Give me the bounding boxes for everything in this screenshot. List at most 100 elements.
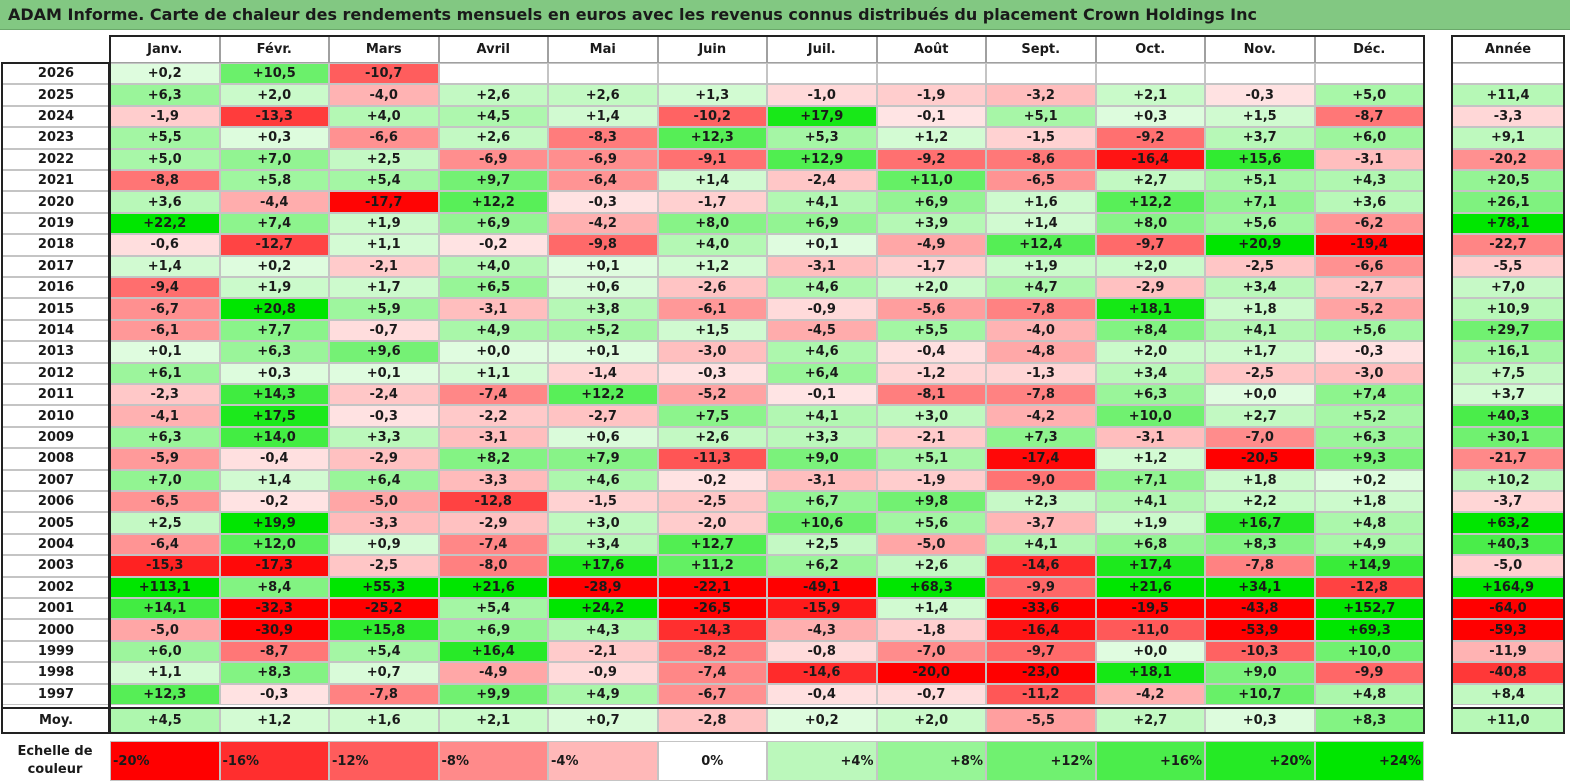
heatmap-cell: -10,3 <box>1205 640 1315 663</box>
heatmap-cell: +3,6 <box>1314 191 1424 213</box>
heatmap-cell: +9,0 <box>767 448 877 470</box>
year-label: 2010 <box>2 405 110 427</box>
heatmap-cell <box>876 63 986 85</box>
annual-total-cell: +8,4 <box>1452 683 1564 705</box>
heatmap-cell: -7,8 <box>329 683 439 705</box>
year-label: 2008 <box>2 448 110 470</box>
heatmap-cell: +17,4 <box>1095 555 1205 577</box>
color-scale-step: +20% <box>1205 741 1315 781</box>
heatmap-cell: +1,7 <box>1205 341 1315 363</box>
year-label: 2022 <box>2 148 110 170</box>
heatmap-cell: +1,1 <box>438 362 548 384</box>
heatmap-cell: +0,7 <box>548 707 658 733</box>
heatmap-cell: -30,9 <box>219 619 329 641</box>
heatmap-cell: +1,9 <box>986 255 1096 277</box>
heatmap-cell: +1,8 <box>1205 298 1315 320</box>
heatmap-cell: +7,0 <box>110 469 220 491</box>
year-label: 2002 <box>2 576 110 598</box>
heatmap-cell: +1,2 <box>657 255 767 277</box>
month-header: Oct. <box>1095 36 1205 63</box>
heatmap-cell: +5,8 <box>219 170 329 192</box>
heatmap-cell: +5,5 <box>876 319 986 342</box>
heatmap-cell: -6,4 <box>548 170 658 192</box>
heatmap-cell: -0,8 <box>767 640 877 663</box>
heatmap-cell: -0,2 <box>657 469 767 491</box>
annual-total-cell: +63,2 <box>1452 512 1564 534</box>
heatmap-cell: +0,2 <box>219 255 329 277</box>
heatmap-cell: -0,2 <box>219 491 329 513</box>
heatmap-cell: +5,4 <box>438 598 548 620</box>
heatmap-cell: -8,8 <box>110 170 220 192</box>
heatmap-cell: -5,5 <box>986 707 1096 733</box>
heatmap-cell: -0,4 <box>876 341 986 363</box>
heatmap-cell: -19,5 <box>1095 598 1205 620</box>
heatmap-cell: +6,0 <box>1314 127 1424 149</box>
heatmap-cell: -1,9 <box>876 84 986 106</box>
heatmap-cell: +0,3 <box>219 127 329 149</box>
heatmap-cell: -12,8 <box>438 491 548 513</box>
heatmap-cell: -1,0 <box>767 84 877 106</box>
year-label: 2018 <box>2 234 110 256</box>
heatmap-cell: +7,7 <box>219 319 329 342</box>
heatmap-cell: +0,9 <box>329 533 439 556</box>
heatmap-cell: +2,1 <box>1095 84 1205 106</box>
heatmap-cell: +0,6 <box>548 277 658 299</box>
month-header: Sept. <box>986 36 1096 63</box>
heatmap-cell: +6,9 <box>767 212 877 235</box>
heatmap-cell: -5,0 <box>329 491 439 513</box>
annual-total-cell: -22,7 <box>1452 234 1564 256</box>
heatmap-cell: -3,3 <box>329 512 439 534</box>
heatmap-cell: +7,1 <box>1095 469 1205 491</box>
heatmap-cell: -7,8 <box>986 298 1096 320</box>
heatmap-cell: -9,8 <box>548 234 658 256</box>
heatmap-cell: -1,7 <box>876 255 986 277</box>
heatmap-cell: -0,1 <box>767 384 877 406</box>
color-scale-step: -16% <box>219 741 329 781</box>
heatmap-cell: -4,2 <box>986 405 1096 427</box>
heatmap-cell <box>438 63 548 85</box>
heatmap-cell <box>1314 63 1424 85</box>
heatmap-cell: -2,0 <box>657 512 767 534</box>
heatmap-cell: +10,5 <box>219 63 329 85</box>
heatmap-cell: +4,3 <box>1314 170 1424 192</box>
heatmap-cell: +5,1 <box>1205 170 1315 192</box>
heatmap-cell: -7,8 <box>1205 555 1315 577</box>
heatmap-cell: -4,3 <box>767 619 877 641</box>
heatmap-cell: -5,6 <box>876 298 986 320</box>
heatmap-cell: +6,4 <box>329 469 439 491</box>
heatmap-cell: -1,8 <box>876 619 986 641</box>
heatmap-cell: +17,5 <box>219 405 329 427</box>
heatmap-cell: +4,7 <box>986 277 1096 299</box>
year-label: 2006 <box>2 491 110 513</box>
heatmap-cell: +14,0 <box>219 426 329 449</box>
heatmap-cell: -11,0 <box>1095 619 1205 641</box>
heatmap-cell: -33,6 <box>986 598 1096 620</box>
heatmap-cell: +5,0 <box>1314 84 1424 106</box>
year-label: 2016 <box>2 277 110 299</box>
heatmap-cell: -6,1 <box>110 319 220 342</box>
heatmap-cell: +12,4 <box>986 234 1096 256</box>
color-scale-label: Echelle de couleur <box>17 744 93 777</box>
annual-total-cell: +40,3 <box>1452 533 1564 556</box>
heatmap-cell: +0,0 <box>1205 384 1315 406</box>
year-label: 2025 <box>2 84 110 106</box>
year-label: 2004 <box>2 533 110 556</box>
heatmap-cell: +6,3 <box>110 84 220 106</box>
heatmap-cell: -3,1 <box>438 426 548 449</box>
heatmap-cell: -6,1 <box>657 298 767 320</box>
heatmap-cell: -2,7 <box>1314 277 1424 299</box>
heatmap-cell: +10,7 <box>1205 683 1315 705</box>
month-header: Juil. <box>767 36 877 63</box>
heatmap-cell: +0,1 <box>548 341 658 363</box>
heatmap-cell: -1,7 <box>657 191 767 213</box>
heatmap-cell: -17,7 <box>329 191 439 213</box>
year-label: 2011 <box>2 384 110 406</box>
heatmap-cell: -2,8 <box>657 707 767 733</box>
heatmap-cell: -4,1 <box>110 405 220 427</box>
month-header: Déc. <box>1314 36 1424 63</box>
heatmap-cell: +5,5 <box>110 127 220 149</box>
heatmap-cell: +9,0 <box>1205 662 1315 684</box>
heatmap-cell: +113,1 <box>110 576 220 598</box>
color-scale-step: +4% <box>767 741 877 781</box>
heatmap-cell: +5,0 <box>110 148 220 170</box>
